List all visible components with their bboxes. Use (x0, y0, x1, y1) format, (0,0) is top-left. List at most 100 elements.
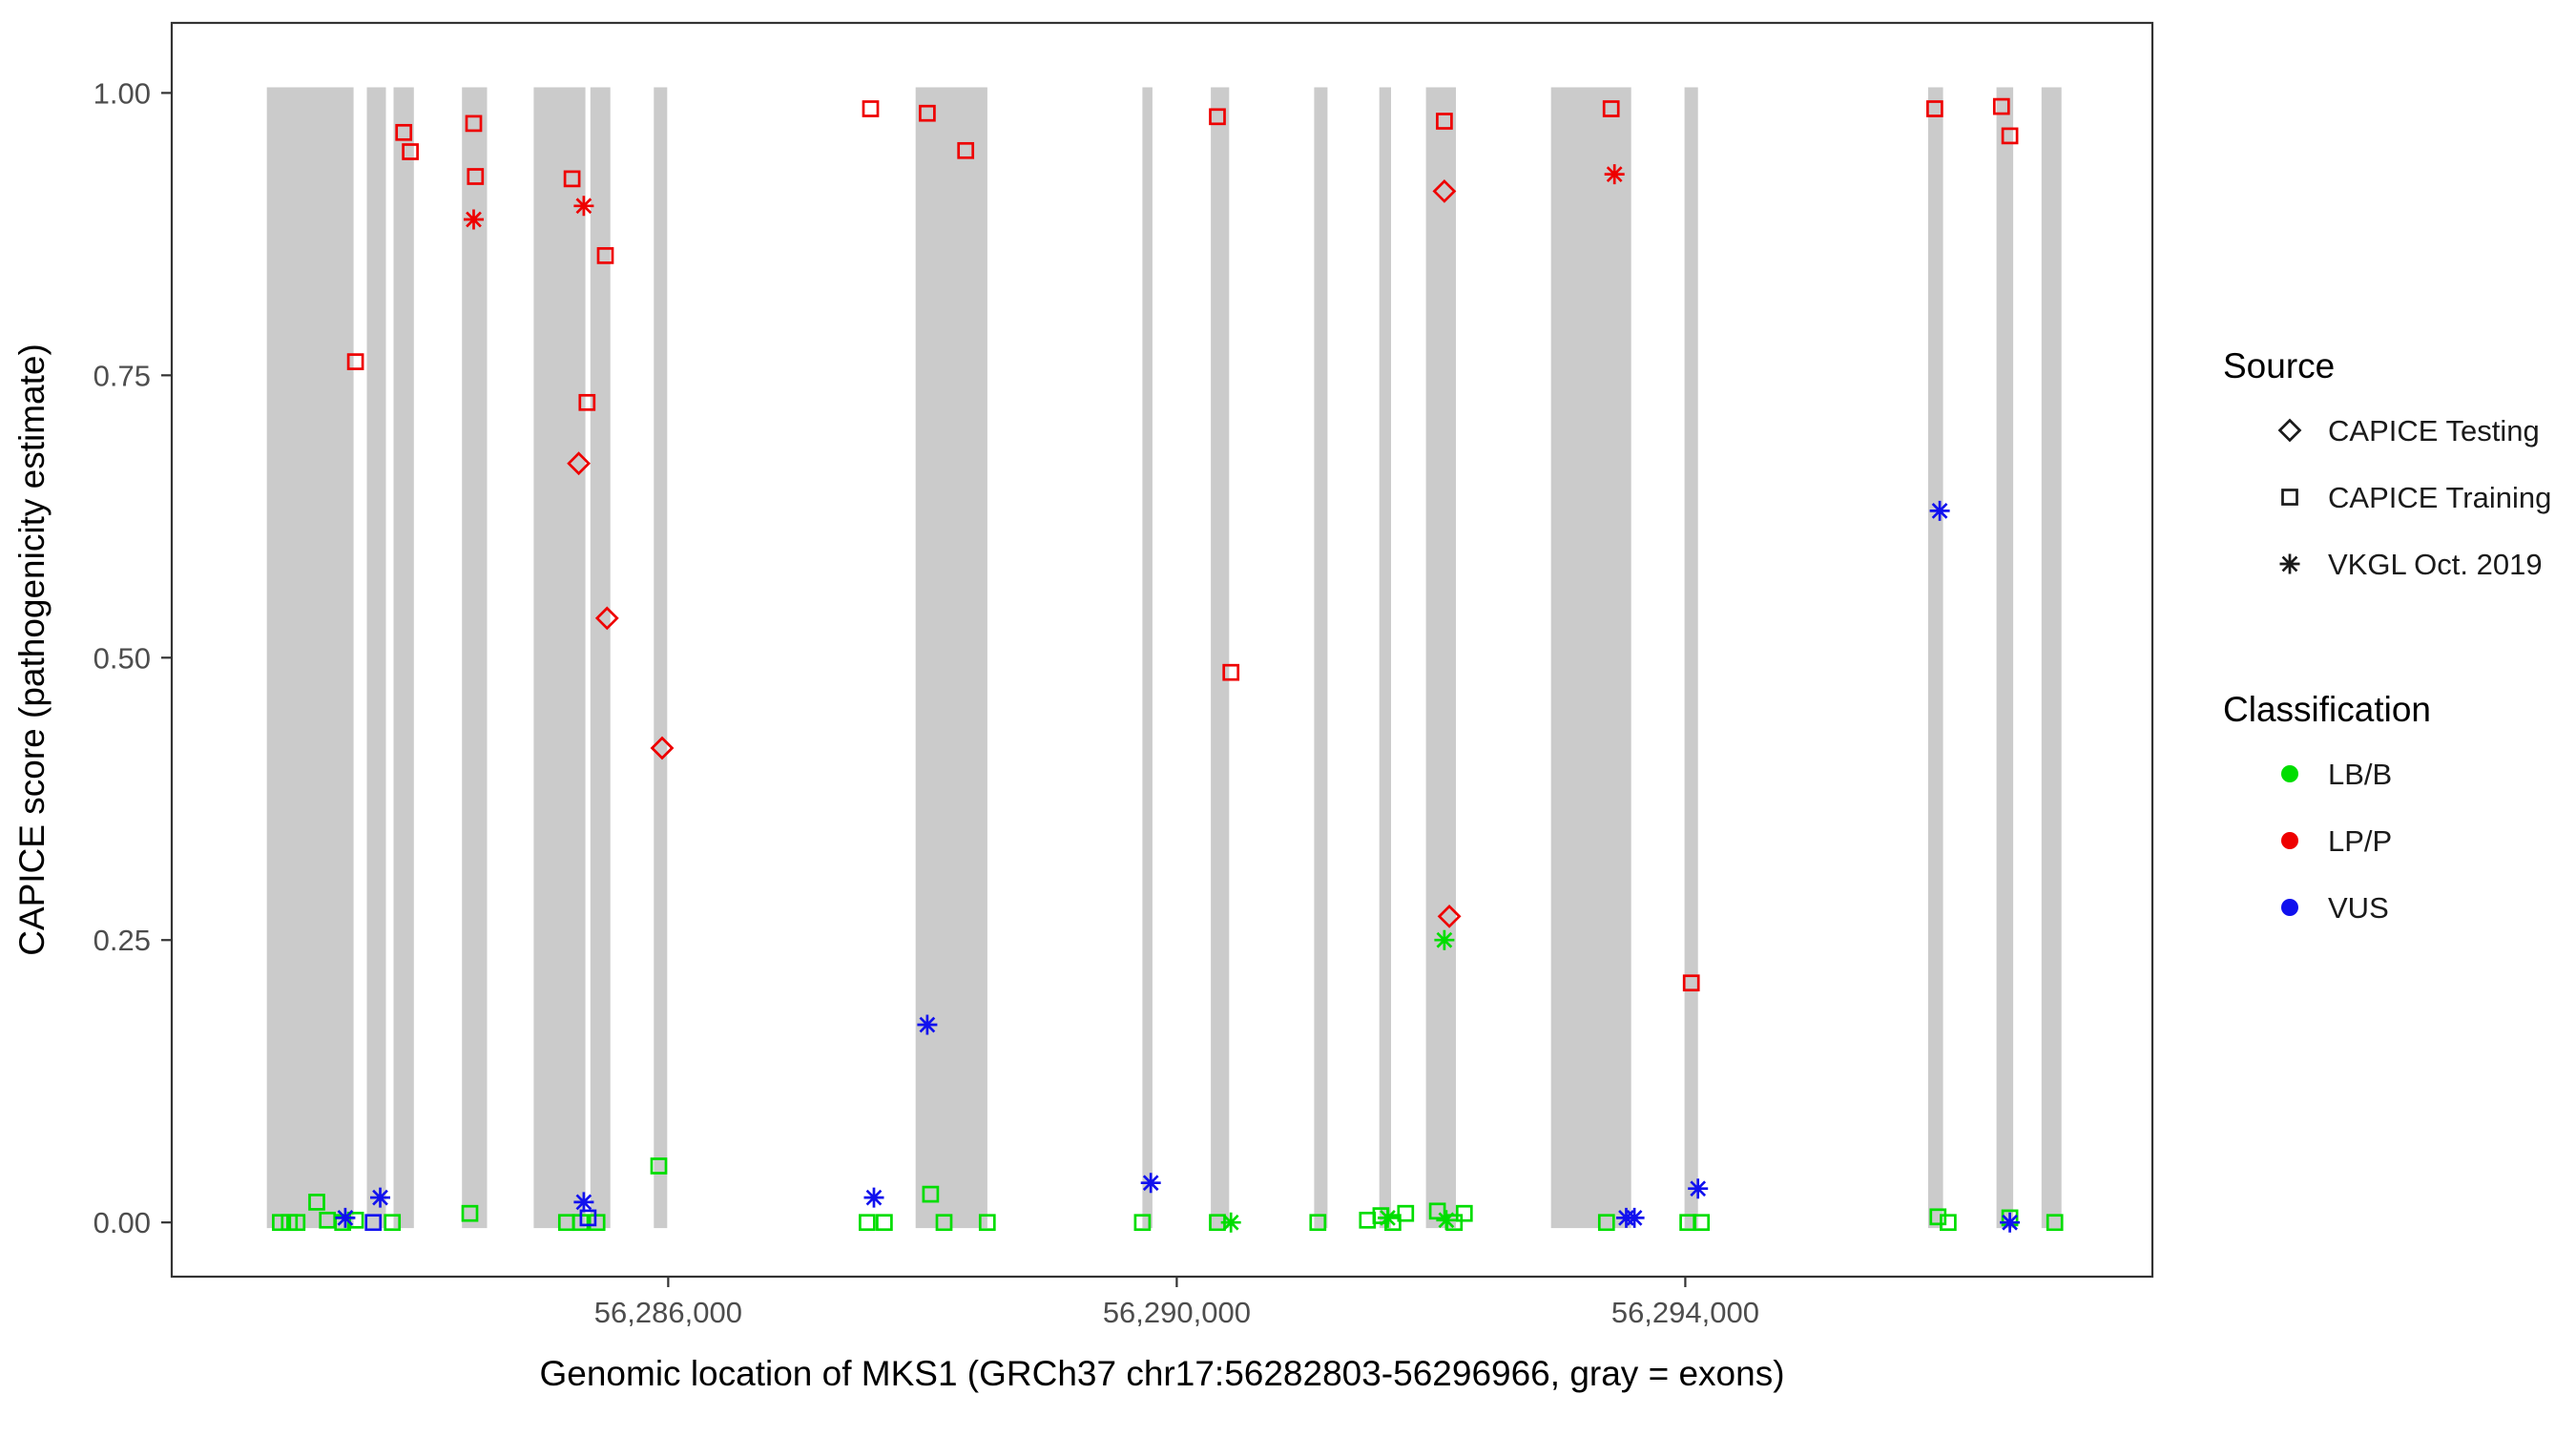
y-axis-title: CAPICE score (pathogenicity estimate) (12, 343, 52, 956)
data-point (919, 104, 936, 122)
y-tick-label: 0.50 (93, 641, 151, 675)
exon-band (590, 87, 611, 1229)
data-point (578, 393, 596, 411)
legend-classification-marker (2281, 899, 2298, 916)
legend-source-marker (2281, 489, 2298, 506)
data-point (1926, 100, 1943, 117)
legend-classification-marker (2281, 832, 2298, 849)
data-point (876, 1214, 893, 1232)
data-point (567, 451, 592, 476)
exon-band (1550, 87, 1631, 1229)
data-point (650, 736, 675, 760)
x-axis-title: Genomic location of MKS1 (GRCh37 chr17:5… (539, 1354, 1784, 1393)
data-point (917, 1014, 938, 1035)
legend-classification-item-label: VUS (2328, 891, 2389, 925)
legend-source-item-label: CAPICE Testing (2328, 414, 2540, 447)
x-tick-label: 56,290,000 (1103, 1296, 1251, 1329)
exon-band (462, 87, 488, 1229)
y-axis-ticks: 0.00 0.25 0.50 0.75 1.00 (93, 76, 172, 1239)
legend-classification-item-label: LB/B (2328, 758, 2392, 791)
exon-band (1927, 87, 1943, 1229)
y-tick-label: 1.00 (93, 76, 151, 110)
legend-classification-title: Classification (2223, 690, 2431, 729)
data-point (1222, 663, 1240, 681)
data-point (573, 196, 594, 217)
data-point (335, 1207, 356, 1228)
data-point (2000, 1212, 2021, 1233)
exon-band (1379, 87, 1391, 1229)
exon-band (266, 87, 354, 1229)
data-point (346, 353, 364, 370)
data-point (465, 114, 483, 133)
data-point (862, 100, 880, 117)
legend: Source CAPICE Testing CAPICE Training VKGL … (2223, 346, 2551, 925)
data-point (370, 1187, 390, 1208)
data-point (364, 1214, 383, 1232)
data-point (1604, 164, 1625, 185)
data-point (1397, 1204, 1415, 1222)
data-point (467, 168, 485, 185)
exon-band (654, 87, 668, 1229)
data-point (1602, 100, 1620, 117)
data-point (1428, 1202, 1446, 1220)
data-point (1437, 904, 1462, 928)
x-tick-label: 56,286,000 (594, 1296, 742, 1329)
data-points (272, 97, 2064, 1233)
exon-band (1684, 87, 1698, 1229)
exon-band (915, 87, 987, 1229)
legend-source-item-label: VKGL Oct. 2019 (2328, 548, 2543, 581)
exon-band (1425, 87, 1456, 1229)
data-point (308, 1194, 325, 1211)
exon-band (366, 87, 386, 1229)
data-point (2001, 127, 2019, 145)
data-point (1929, 1208, 1947, 1226)
data-point (859, 1214, 876, 1232)
data-point (1432, 178, 1457, 203)
data-point (2046, 1214, 2064, 1232)
data-point (1436, 113, 1453, 130)
data-point (461, 1204, 479, 1222)
data-point (1378, 1207, 1398, 1228)
data-point (1455, 1204, 1473, 1222)
legend-source-item-label: CAPICE Training (2328, 481, 2551, 514)
data-point (384, 1214, 402, 1232)
exon-band (393, 87, 414, 1229)
data-point (588, 1214, 606, 1232)
legend-source-title: Source (2223, 346, 2335, 385)
data-point (650, 1157, 668, 1175)
legend-source-marker (2279, 553, 2300, 574)
data-point (288, 1214, 306, 1232)
data-point (935, 1214, 953, 1232)
data-point (922, 1185, 940, 1203)
y-tick-label: 0.25 (93, 924, 151, 957)
data-point (978, 1214, 996, 1232)
data-point (1309, 1214, 1327, 1232)
legend-classification-item-label: LP/P (2328, 824, 2392, 858)
exon-band (1142, 87, 1153, 1229)
data-point (1384, 1214, 1402, 1232)
data-point (1133, 1214, 1152, 1232)
data-point (1693, 1214, 1711, 1232)
data-point (402, 143, 419, 160)
data-point (1688, 1178, 1709, 1199)
y-tick-label: 0.00 (93, 1206, 151, 1239)
legend-classification-marker (2281, 765, 2298, 782)
exon-band (1314, 87, 1328, 1229)
data-point (272, 1214, 289, 1232)
data-point (1220, 1212, 1241, 1233)
exon-band (533, 87, 586, 1229)
data-point (863, 1187, 884, 1208)
data-point (464, 209, 484, 230)
y-tick-label: 0.75 (93, 359, 151, 392)
plot-panel (170, 21, 2154, 1279)
data-point (1682, 974, 1700, 992)
exon-bands (266, 87, 2062, 1229)
exon-band (1996, 87, 2014, 1229)
data-point (1209, 108, 1226, 126)
data-point (1597, 1214, 1615, 1232)
data-point (1140, 1173, 1161, 1194)
data-point (957, 141, 975, 159)
data-point (1929, 500, 1950, 521)
